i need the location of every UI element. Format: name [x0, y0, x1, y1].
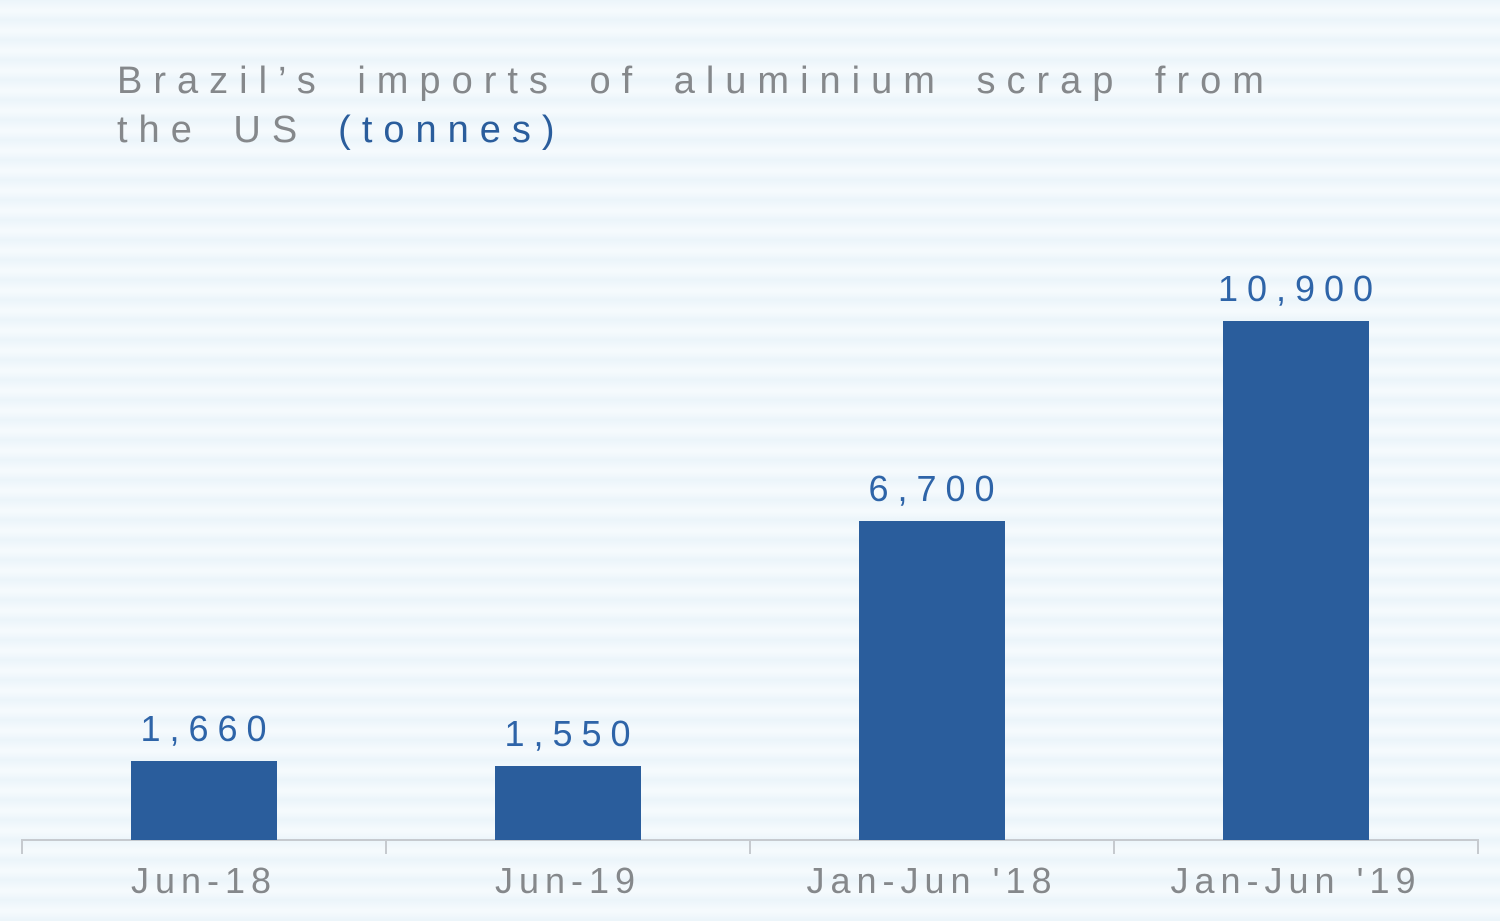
x-axis-tick: [21, 839, 23, 854]
x-tick-label-jun-19: Jun-19: [494, 860, 642, 901]
chart-title-line2-text: the US: [117, 109, 309, 151]
value-label-jun-18: 1,660: [140, 708, 276, 749]
x-tick-label-jan-jun-19: Jan-Jun '19: [1170, 860, 1422, 901]
chart-title-line2: the US (tonnes): [117, 106, 1275, 155]
x-axis-tick: [1113, 839, 1115, 854]
bar-jun-19: [495, 766, 641, 840]
bar-jan-jun-19: [1223, 321, 1369, 840]
x-tick-label-jun-18: Jun-18: [130, 860, 278, 901]
x-axis-tick: [385, 839, 387, 854]
chart-title-line1: Brazil’s imports of aluminium scrap from: [117, 60, 1275, 102]
x-tick-label-jan-jun-18: Jan-Jun '18: [806, 860, 1058, 901]
x-axis-tick: [1477, 839, 1479, 854]
chart-title-unit: (tonnes): [338, 109, 566, 151]
bar-jun-18: [131, 761, 277, 840]
value-label-jan-jun-19: 10,900: [1217, 268, 1383, 309]
value-label-jun-19: 1,550: [504, 713, 640, 754]
x-axis-tick: [749, 839, 751, 854]
bar-jan-jun-18: [859, 521, 1005, 840]
chart-title: Brazil’s imports of aluminium scrap from…: [117, 57, 1275, 155]
value-label-jan-jun-18: 6,700: [868, 468, 1004, 509]
